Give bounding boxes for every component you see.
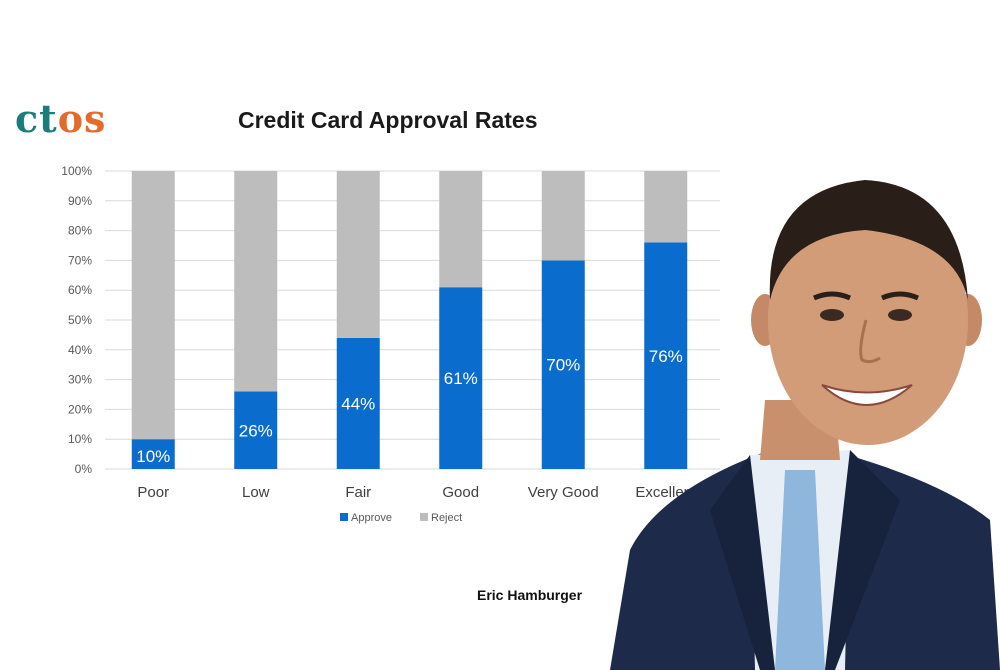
nose — [859, 319, 881, 364]
y-tick-label: 0% — [75, 462, 93, 476]
data-label: 10% — [136, 447, 170, 466]
bar-reject — [336, 171, 380, 338]
legend-swatch — [340, 513, 348, 521]
right-eyebrow — [880, 291, 920, 301]
photo-caption: Eric Hamburger — [477, 587, 583, 603]
data-label: 44% — [341, 394, 375, 413]
bar-approve — [644, 242, 688, 469]
tie — [775, 470, 825, 670]
bar-approve — [541, 260, 585, 469]
chart-title: Credit Card Approval Rates — [238, 107, 538, 133]
legend-swatch — [420, 513, 428, 521]
bar-reject — [541, 171, 585, 261]
bar-reject — [644, 171, 688, 243]
x-tick-label: Poor — [137, 484, 169, 501]
left-eye — [820, 309, 844, 321]
x-tick-label: Good — [442, 484, 479, 501]
bar-approve — [439, 287, 483, 469]
left-eyebrow — [812, 291, 852, 301]
y-tick-label: 20% — [68, 402, 92, 416]
y-tick-label: 60% — [68, 283, 92, 297]
logo-text-part1: ct — [15, 96, 58, 141]
y-tick-label: 70% — [68, 253, 92, 267]
legend-label: Reject — [431, 512, 462, 524]
left-lapel — [710, 455, 775, 670]
ctos-logo: ctos — [15, 100, 106, 138]
y-tick-label: 30% — [68, 373, 92, 387]
bar-approve — [131, 439, 175, 469]
y-tick-label: 100% — [61, 164, 92, 178]
bar-reject — [234, 171, 278, 392]
right-lapel — [825, 450, 900, 670]
y-tick-label: 40% — [68, 343, 92, 357]
data-label: 70% — [546, 356, 580, 375]
y-tick-label: 10% — [68, 432, 92, 446]
x-tick-label: Fair — [345, 484, 371, 501]
legend-label: Approve — [351, 512, 392, 524]
smile — [821, 384, 913, 406]
hair — [769, 180, 968, 300]
y-tick-label: 80% — [68, 224, 92, 238]
bar-reject — [439, 171, 483, 288]
right-eye — [888, 309, 912, 321]
bar-reject — [131, 171, 175, 440]
person-photo — [610, 180, 1000, 670]
x-tick-label: Very Good — [528, 484, 599, 501]
y-tick-label: 90% — [68, 194, 92, 208]
bar-approve — [234, 391, 278, 469]
face — [768, 195, 968, 445]
logo-text-part2: os — [57, 96, 107, 141]
bar-approve — [336, 337, 380, 469]
data-label: 26% — [239, 421, 273, 440]
data-label: 76% — [649, 347, 683, 366]
data-label: 61% — [444, 369, 478, 388]
y-tick-label: 50% — [68, 313, 92, 327]
x-tick-label: Low — [242, 484, 270, 501]
